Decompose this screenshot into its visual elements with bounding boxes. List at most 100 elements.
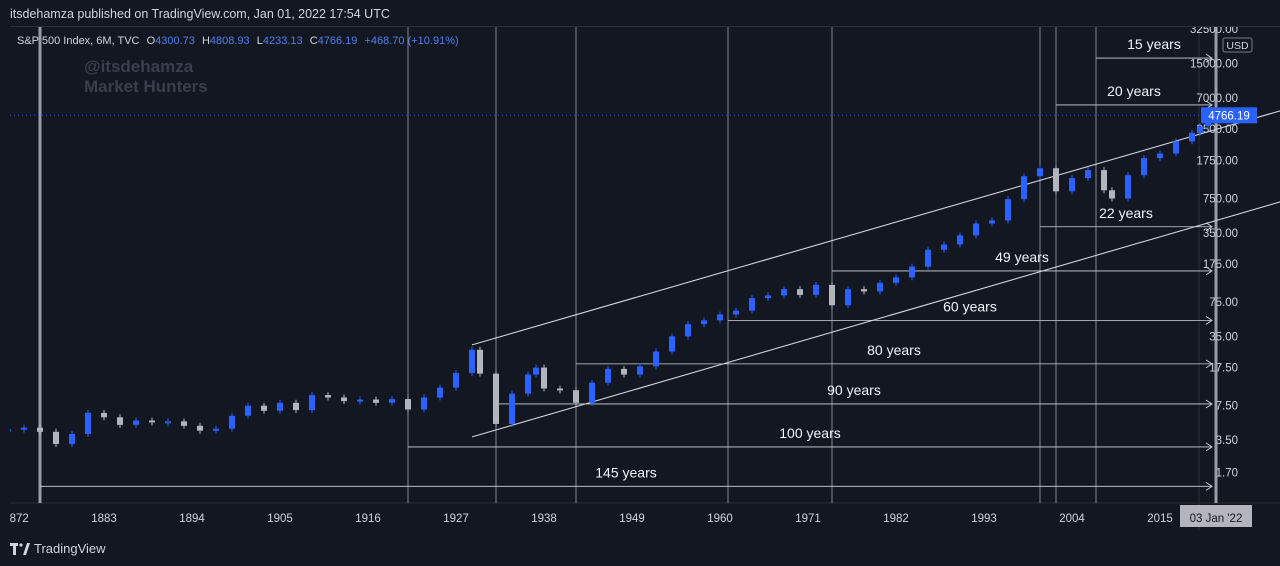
high-value: 4808.93: [209, 35, 250, 47]
candle[interactable]: [277, 402, 283, 411]
candle[interactable]: [893, 277, 899, 283]
price-chart[interactable]: 32500.0015000.007000.003500.001750.00750…: [10, 27, 1280, 532]
candle[interactable]: [373, 399, 379, 403]
candle[interactable]: [541, 367, 547, 389]
candle[interactable]: [765, 295, 771, 299]
candle[interactable]: [989, 220, 995, 224]
candle[interactable]: [477, 349, 483, 374]
candle[interactable]: [1197, 126, 1203, 133]
candle[interactable]: [861, 289, 867, 292]
candle[interactable]: [877, 282, 883, 292]
candle[interactable]: [1069, 178, 1075, 192]
cycle-label: 80 years: [867, 342, 921, 358]
candle[interactable]: [1109, 190, 1115, 199]
candle[interactable]: [605, 368, 611, 383]
currency-badge[interactable]: [1222, 37, 1253, 53]
chart-frame[interactable]: 32500.0015000.007000.003500.001750.00750…: [10, 26, 1280, 532]
candle[interactable]: [509, 393, 515, 424]
x-tick-label: 2015: [1147, 513, 1173, 525]
candle[interactable]: [1101, 170, 1107, 191]
candle[interactable]: [261, 405, 267, 411]
candle[interactable]: [589, 382, 595, 403]
candle[interactable]: [1125, 175, 1131, 199]
candle[interactable]: [213, 428, 219, 431]
candle[interactable]: [1037, 168, 1043, 177]
candle[interactable]: [453, 373, 459, 388]
channel-upper-line[interactable]: [471, 99, 1280, 346]
candle[interactable]: [133, 420, 139, 425]
candle[interactable]: [637, 366, 643, 375]
candle[interactable]: [1021, 176, 1027, 200]
candle[interactable]: [389, 399, 395, 403]
candle[interactable]: [525, 374, 531, 394]
cycle-label: 60 years: [943, 298, 997, 314]
candle[interactable]: [117, 417, 123, 425]
y-tick-label: 35.00: [1209, 331, 1238, 343]
candle[interactable]: [701, 320, 707, 325]
tradingview-brand[interactable]: TradingView: [10, 541, 106, 556]
candle[interactable]: [85, 412, 91, 434]
candle[interactable]: [21, 427, 27, 430]
channel-lower-line[interactable]: [471, 190, 1280, 438]
candle[interactable]: [69, 433, 75, 445]
candle[interactable]: [37, 427, 43, 432]
candle[interactable]: [973, 223, 979, 236]
candle[interactable]: [229, 415, 235, 429]
close-value: 4766.19: [317, 35, 358, 47]
candle[interactable]: [293, 402, 299, 411]
candle[interactable]: [797, 289, 803, 295]
candle[interactable]: [733, 310, 739, 315]
open-value: 4300.73: [155, 35, 195, 47]
candle[interactable]: [357, 399, 363, 402]
candle[interactable]: [405, 399, 411, 410]
candle[interactable]: [437, 387, 443, 398]
candle[interactable]: [845, 289, 851, 306]
low-value: 4233.13: [262, 35, 303, 47]
candle[interactable]: [621, 368, 627, 375]
candle[interactable]: [165, 421, 171, 424]
x-tick-label: 1982: [883, 513, 909, 525]
candle[interactable]: [1189, 132, 1195, 142]
candle[interactable]: [781, 289, 787, 296]
candle[interactable]: [813, 284, 819, 295]
candle[interactable]: [325, 395, 331, 398]
y-tick-label: 1.70: [1216, 467, 1238, 479]
x-tick-label: 1927: [443, 513, 469, 525]
candle[interactable]: [557, 388, 563, 391]
candle[interactable]: [10, 429, 11, 432]
candle[interactable]: [245, 405, 251, 416]
candle[interactable]: [749, 298, 755, 311]
candle[interactable]: [573, 390, 579, 403]
candle[interactable]: [925, 249, 931, 267]
candle[interactable]: [717, 314, 723, 321]
candle[interactable]: [149, 420, 155, 423]
candle[interactable]: [1053, 168, 1059, 192]
candle[interactable]: [957, 235, 963, 245]
candle[interactable]: [421, 397, 427, 410]
candle[interactable]: [493, 373, 499, 424]
candle[interactable]: [1005, 199, 1011, 221]
candle[interactable]: [941, 244, 947, 250]
candle[interactable]: [829, 284, 835, 306]
candle[interactable]: [197, 425, 203, 431]
candle[interactable]: [669, 336, 675, 352]
candle[interactable]: [309, 395, 315, 411]
candle[interactable]: [341, 397, 347, 402]
currency-label: USD: [1226, 40, 1249, 52]
candle[interactable]: [469, 349, 475, 374]
candle[interactable]: [1141, 158, 1147, 176]
cycle-label: 15 years: [1127, 36, 1181, 52]
candle[interactable]: [909, 266, 915, 278]
candle[interactable]: [533, 367, 539, 375]
candle[interactable]: [101, 412, 107, 418]
candle[interactable]: [53, 431, 59, 445]
candle[interactable]: [1173, 141, 1179, 154]
candle[interactable]: [1157, 153, 1163, 159]
candle[interactable]: [685, 324, 691, 337]
candle[interactable]: [653, 351, 659, 367]
watermark-title: Market Hunters: [84, 77, 208, 96]
candle[interactable]: [181, 421, 187, 426]
candle[interactable]: [1085, 170, 1091, 179]
x-tick-label: 1894: [179, 513, 205, 525]
cycle-label: 22 years: [1099, 205, 1153, 221]
